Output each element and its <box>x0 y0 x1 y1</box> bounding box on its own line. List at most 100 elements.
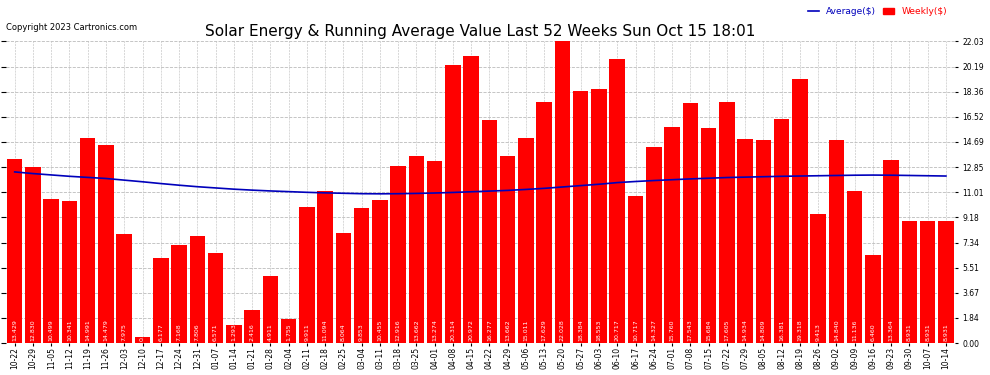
Bar <box>98 145 114 343</box>
Bar <box>811 214 826 343</box>
Text: 15.760: 15.760 <box>669 320 674 341</box>
Text: 10.499: 10.499 <box>49 319 53 341</box>
Text: 14.809: 14.809 <box>761 320 766 341</box>
Bar <box>390 166 406 343</box>
Bar <box>409 156 424 343</box>
Text: 13.662: 13.662 <box>414 320 419 341</box>
Bar <box>865 255 881 343</box>
Bar <box>427 161 443 343</box>
Bar <box>245 310 259 343</box>
Text: 9.911: 9.911 <box>304 323 309 341</box>
Text: 6.177: 6.177 <box>158 323 163 341</box>
Text: 6.460: 6.460 <box>870 323 875 341</box>
Bar <box>939 221 953 343</box>
Text: 10.717: 10.717 <box>633 320 638 341</box>
Text: 20.972: 20.972 <box>468 319 473 341</box>
Text: 11.136: 11.136 <box>852 320 857 341</box>
Text: 17.605: 17.605 <box>725 320 730 341</box>
Text: Copyright 2023 Cartronics.com: Copyright 2023 Cartronics.com <box>6 23 137 32</box>
Bar <box>554 42 570 343</box>
Bar <box>7 159 23 343</box>
Bar <box>610 60 625 343</box>
Bar <box>336 232 351 343</box>
Text: 16.381: 16.381 <box>779 320 784 341</box>
Text: 15.011: 15.011 <box>524 320 529 341</box>
Bar <box>755 140 771 343</box>
Bar <box>153 258 168 343</box>
Bar <box>281 319 296 343</box>
Bar <box>920 221 936 343</box>
Bar <box>318 191 333 343</box>
Text: 18.384: 18.384 <box>578 320 583 341</box>
Text: 9.413: 9.413 <box>816 323 821 341</box>
Text: 16.277: 16.277 <box>487 319 492 341</box>
Text: 6.571: 6.571 <box>213 323 218 341</box>
Text: 10.341: 10.341 <box>67 320 72 341</box>
Bar <box>482 120 497 343</box>
Bar <box>537 102 552 343</box>
Bar <box>117 234 132 343</box>
Text: 1.755: 1.755 <box>286 323 291 341</box>
Bar <box>135 337 150 343</box>
Bar <box>25 167 41 343</box>
Bar <box>792 79 808 343</box>
Bar <box>646 147 661 343</box>
Title: Solar Energy & Running Average Value Last 52 Weeks Sun Oct 15 18:01: Solar Energy & Running Average Value Las… <box>205 24 755 39</box>
Bar <box>902 221 917 343</box>
Bar <box>299 207 315 343</box>
Text: 14.327: 14.327 <box>651 319 656 341</box>
Text: 12.830: 12.830 <box>31 320 36 341</box>
Text: 9.853: 9.853 <box>359 323 364 341</box>
Bar <box>628 196 644 343</box>
Text: 13.429: 13.429 <box>12 319 17 341</box>
Bar <box>591 89 607 343</box>
Text: 8.064: 8.064 <box>341 323 346 341</box>
Text: 14.840: 14.840 <box>834 320 839 341</box>
Bar <box>774 119 789 343</box>
Bar <box>701 128 717 343</box>
Text: 13.364: 13.364 <box>889 319 894 341</box>
Text: 1.293: 1.293 <box>232 323 237 341</box>
Text: 17.629: 17.629 <box>542 319 546 341</box>
Bar <box>829 140 844 343</box>
Text: 14.479: 14.479 <box>104 319 109 341</box>
Text: 0.431: 0.431 <box>140 323 145 341</box>
Text: 18.553: 18.553 <box>597 320 602 341</box>
Text: 7.806: 7.806 <box>195 323 200 341</box>
Text: 12.916: 12.916 <box>396 320 401 341</box>
Bar <box>446 65 460 343</box>
Bar <box>463 56 479 343</box>
Bar <box>846 190 862 343</box>
Bar <box>719 102 735 343</box>
Text: 17.543: 17.543 <box>688 319 693 341</box>
Bar <box>682 103 698 343</box>
Bar <box>518 138 534 343</box>
Text: 2.416: 2.416 <box>249 323 254 341</box>
Bar <box>262 276 278 343</box>
Text: 8.931: 8.931 <box>943 323 948 341</box>
Legend: Average($), Weekly($): Average($), Weekly($) <box>804 4 950 20</box>
Bar <box>738 139 752 343</box>
Bar <box>208 253 224 343</box>
Text: 20.314: 20.314 <box>450 319 455 341</box>
Bar <box>171 245 187 343</box>
Text: 13.662: 13.662 <box>505 320 510 341</box>
Bar <box>226 326 242 343</box>
Text: 4.911: 4.911 <box>268 323 273 341</box>
Text: 13.274: 13.274 <box>433 319 438 341</box>
Text: 10.455: 10.455 <box>377 320 382 341</box>
Bar <box>883 160 899 343</box>
Text: 7.975: 7.975 <box>122 323 127 341</box>
Bar <box>189 236 205 343</box>
Bar <box>372 200 388 343</box>
Text: 22.028: 22.028 <box>560 319 565 341</box>
Bar <box>573 92 588 343</box>
Bar <box>61 201 77 343</box>
Text: 19.318: 19.318 <box>797 320 802 341</box>
Text: 7.168: 7.168 <box>176 323 181 341</box>
Text: 14.991: 14.991 <box>85 319 90 341</box>
Text: 14.934: 14.934 <box>742 319 747 341</box>
Bar <box>500 156 516 343</box>
Text: 8.931: 8.931 <box>907 323 912 341</box>
Text: 11.094: 11.094 <box>323 320 328 341</box>
